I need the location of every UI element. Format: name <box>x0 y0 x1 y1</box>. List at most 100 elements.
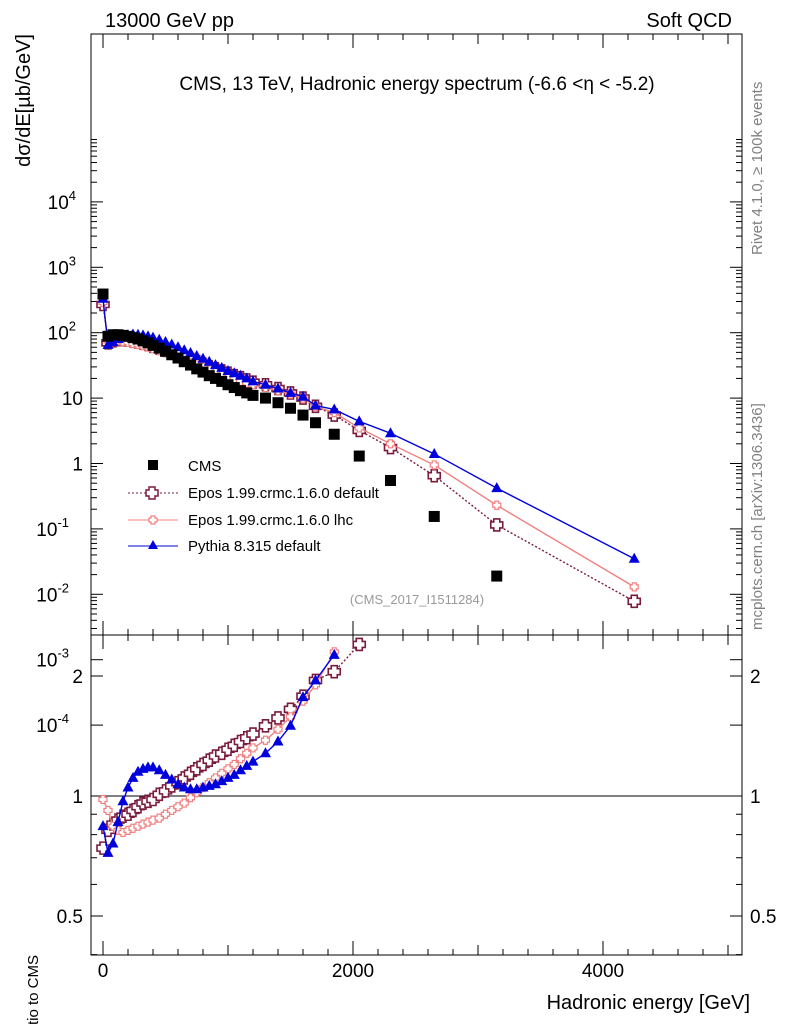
data-point <box>197 352 209 363</box>
x-axis-label: Hadronic energy [GeV] <box>547 992 750 1014</box>
data-point <box>491 482 503 493</box>
ratio-point <box>246 727 260 741</box>
data-point <box>353 450 365 462</box>
main-y-label: dσ/dE[µb/GeV] <box>13 34 35 167</box>
data-point <box>210 359 221 370</box>
y-tick-label: 102 <box>48 319 76 345</box>
data-point <box>241 387 253 399</box>
rivet-label: Rivet 4.1.0, ≥ 100k events <box>749 82 766 255</box>
data-point <box>260 378 271 389</box>
data-point <box>216 361 228 372</box>
ratio-y-label: Ratio to CMS <box>25 955 42 1024</box>
legend-epos-default-label: Epos 1.99.crmc.1.6.0 default <box>188 485 380 502</box>
ratio-series-2 <box>97 648 340 857</box>
data-point <box>191 350 203 361</box>
ratio-tick-label-right: 2 <box>750 667 761 688</box>
ratio-tick-label-right: 0.5 <box>750 907 776 928</box>
ratio-point <box>179 798 189 808</box>
data-point <box>272 397 284 409</box>
ratio-point <box>228 768 240 779</box>
legend-cms-marker <box>148 460 158 470</box>
data-point <box>172 341 184 352</box>
data-point <box>260 392 271 404</box>
legend-epos-default-marker <box>145 486 159 500</box>
y-tick-label: 10-3 <box>36 646 69 672</box>
data-point <box>385 474 396 486</box>
ratio-point <box>235 754 246 764</box>
data-point <box>297 390 309 401</box>
ratio-tick-label: 2 <box>72 667 83 688</box>
ratio-point <box>352 637 367 652</box>
y-tick-label: 104 <box>48 188 76 214</box>
data-point <box>628 552 640 563</box>
data-point <box>428 447 440 458</box>
data-point <box>191 363 203 375</box>
data-point <box>160 345 171 357</box>
data-point <box>489 518 504 532</box>
ratio-point <box>297 691 309 702</box>
ratio-point <box>97 820 109 831</box>
legend-epos-lhc-marker <box>148 515 158 525</box>
ratio-point <box>242 748 252 758</box>
ratio-point <box>132 765 144 776</box>
data-point <box>185 359 196 371</box>
ratio-point <box>127 771 139 782</box>
data-point <box>629 679 640 690</box>
ratio-line <box>102 643 360 849</box>
source-label: mcplots.cern.ch [arXiv:1306.3436] <box>749 403 766 630</box>
y-tick-label: 103 <box>48 253 76 279</box>
data-point <box>385 439 396 449</box>
main-title: CMS, 13 TeV, Hadronic energy spectrum (-… <box>179 74 654 95</box>
series-2 <box>98 297 639 592</box>
data-point <box>241 372 253 383</box>
ratio-point <box>107 837 119 848</box>
header-right: Soft QCD <box>646 10 732 32</box>
data-point <box>222 379 234 391</box>
data-point <box>210 372 221 384</box>
data-point <box>353 415 365 426</box>
ratio-point <box>185 793 196 803</box>
data-point <box>328 403 340 414</box>
ratio-point <box>210 778 221 789</box>
series-line <box>102 302 635 588</box>
ratio-point <box>271 711 285 725</box>
ratio-point <box>103 805 113 816</box>
data-point <box>228 367 240 378</box>
data-point <box>310 417 321 429</box>
ratio-point <box>272 735 284 746</box>
legend-entry-pythia: Pythia 8.315 default <box>128 538 321 555</box>
ratio-point <box>248 743 258 753</box>
data-point <box>491 570 503 582</box>
data-point <box>178 356 190 368</box>
data-point <box>153 342 165 354</box>
y-tick-label: 10-1 <box>36 515 69 541</box>
ratio-point <box>112 816 124 827</box>
legend-pythia-marker <box>148 540 158 549</box>
data-point <box>235 385 246 397</box>
series-3 <box>97 292 640 563</box>
ratio-point <box>327 664 342 679</box>
data-point <box>228 382 240 394</box>
data-point <box>102 338 114 349</box>
x-tick-label: 2000 <box>332 961 374 982</box>
data-point <box>385 427 396 438</box>
data-point <box>629 582 639 592</box>
data-point <box>285 402 296 414</box>
ratio-point <box>160 768 171 779</box>
ratio-point <box>273 724 283 734</box>
ratio-point <box>98 794 108 805</box>
analysis-tag: (CMS_2017_I1511284) <box>350 592 484 607</box>
ratio-tick-label-right: 1 <box>750 787 761 808</box>
ratio-point <box>172 778 184 789</box>
legend-pythia-label: Pythia 8.315 default <box>188 538 321 555</box>
header-left: 13000 GeV pp <box>105 10 234 32</box>
ratio-point <box>102 846 114 857</box>
data-point <box>427 468 442 483</box>
ratio-tick-label: 1 <box>72 787 83 808</box>
data-point <box>197 366 209 378</box>
data-point <box>297 409 309 421</box>
data-point <box>354 423 364 433</box>
y-tick-label: 1 <box>72 455 83 476</box>
data-point <box>428 510 440 522</box>
data-point <box>627 594 642 609</box>
